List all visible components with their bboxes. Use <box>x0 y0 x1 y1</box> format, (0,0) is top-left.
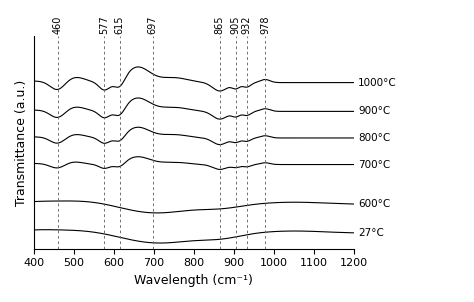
Text: 900°C: 900°C <box>358 106 390 116</box>
Text: 932: 932 <box>242 15 252 34</box>
X-axis label: Wavelength (cm⁻¹): Wavelength (cm⁻¹) <box>134 274 253 287</box>
Text: 577: 577 <box>100 15 109 34</box>
Text: 615: 615 <box>115 15 125 34</box>
Y-axis label: Transmittance (a.u.): Transmittance (a.u.) <box>15 79 28 206</box>
Text: 27°C: 27°C <box>358 228 384 238</box>
Text: 700°C: 700°C <box>358 159 390 169</box>
Text: 865: 865 <box>215 15 225 34</box>
Text: 1000°C: 1000°C <box>358 78 397 88</box>
Text: 905: 905 <box>231 15 241 34</box>
Text: 800°C: 800°C <box>358 133 390 143</box>
Text: 460: 460 <box>53 16 63 34</box>
Text: 600°C: 600°C <box>358 199 390 209</box>
Text: 978: 978 <box>260 15 270 34</box>
Text: 697: 697 <box>147 15 157 34</box>
